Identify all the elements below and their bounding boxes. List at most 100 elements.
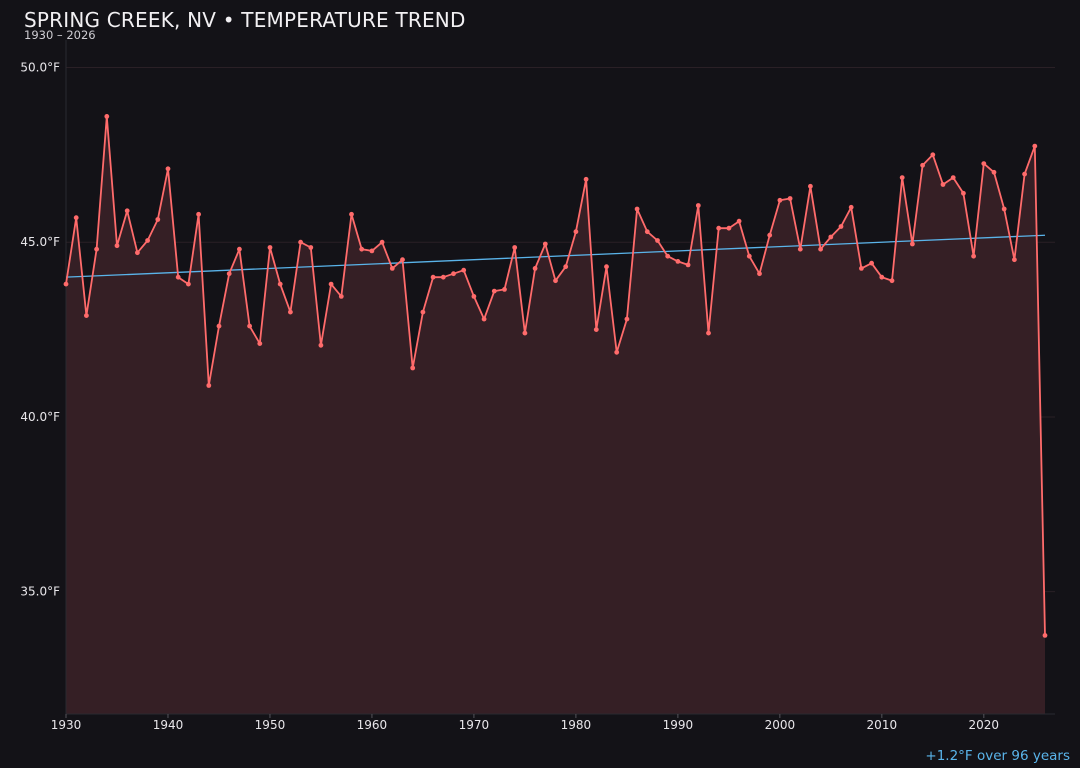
data-point	[971, 253, 976, 259]
data-point	[522, 330, 528, 336]
data-point	[624, 316, 630, 322]
data-point	[267, 245, 273, 250]
data-point	[165, 166, 171, 172]
data-point	[288, 309, 293, 315]
data-point	[1032, 143, 1038, 149]
data-point	[573, 229, 579, 235]
data-point	[1012, 257, 1017, 263]
data-point	[440, 274, 446, 280]
data-point	[196, 211, 202, 217]
x-tick-label: 1930	[51, 718, 82, 732]
data-point	[859, 266, 864, 271]
data-point	[665, 253, 671, 259]
data-point	[899, 175, 905, 181]
data-point	[634, 206, 640, 212]
data-point	[145, 238, 151, 243]
data-point	[604, 264, 609, 270]
x-tick-label: 2020	[969, 718, 1000, 732]
data-point	[563, 264, 569, 270]
data-point	[818, 246, 823, 252]
data-point	[298, 239, 303, 245]
data-point	[420, 309, 426, 315]
y-tick-label: 40.0°F	[20, 410, 60, 424]
axes	[65, 40, 1055, 715]
trend-note: +1.2°F over 96 years	[925, 748, 1070, 764]
data-point	[706, 330, 711, 336]
data-point	[379, 239, 385, 245]
x-tick-label: 2010	[867, 718, 898, 732]
data-point	[451, 271, 456, 277]
y-tick-label: 45.0°F	[20, 235, 60, 249]
y-tick-labels: 35.0°F 40.0°F 45.0°F 50.0°F	[20, 60, 60, 598]
data-point	[736, 218, 742, 224]
series-group	[63, 114, 1048, 638]
y-tick-label: 35.0°F	[20, 585, 60, 599]
data-point	[593, 327, 599, 332]
data-point	[950, 175, 956, 181]
trend-line-group	[65, 234, 1046, 278]
data-point	[746, 253, 752, 259]
data-point	[583, 176, 589, 182]
data-point	[186, 281, 191, 287]
data-point	[695, 203, 701, 208]
x-tick-label: 1990	[663, 718, 694, 732]
data-point	[991, 169, 997, 175]
data-point	[369, 248, 375, 254]
x-tick-label: 1970	[459, 718, 490, 732]
area-fill	[66, 116, 1045, 714]
data-point	[318, 342, 324, 348]
data-point	[1042, 633, 1048, 638]
series-area	[66, 116, 1045, 714]
data-point	[726, 225, 732, 231]
data-point	[63, 281, 69, 287]
data-point	[389, 266, 395, 271]
data-point	[838, 224, 844, 229]
data-point	[430, 274, 436, 280]
x-tick-label: 2000	[765, 718, 796, 732]
data-point	[777, 197, 783, 203]
data-point	[410, 365, 416, 371]
data-point	[910, 241, 915, 247]
data-point	[226, 271, 232, 277]
data-point	[808, 183, 813, 189]
data-point	[930, 152, 936, 158]
x-tick-label: 1980	[561, 718, 592, 732]
data-point	[481, 316, 487, 322]
x-tick-label: 1940	[153, 718, 184, 732]
data-point	[848, 204, 854, 210]
data-point	[277, 281, 283, 287]
data-point	[135, 250, 140, 256]
x-tick-label: 1960	[357, 718, 388, 732]
data-point	[675, 259, 681, 264]
data-point	[349, 211, 354, 217]
data-point	[104, 114, 110, 119]
data-point	[247, 323, 253, 329]
data-point	[889, 278, 895, 284]
data-point	[461, 267, 467, 273]
data-point	[338, 294, 344, 299]
chart-title: SPRING CREEK, NV • TEMPERATURE TREND	[24, 8, 466, 32]
data-point	[216, 323, 222, 329]
data-point	[502, 287, 507, 292]
data-point	[114, 243, 120, 249]
data-point	[94, 246, 99, 252]
data-point	[644, 229, 650, 235]
data-point	[961, 190, 966, 196]
data-point	[175, 274, 181, 280]
data-point	[532, 266, 538, 271]
data-point	[308, 245, 314, 250]
data-point	[767, 232, 773, 238]
data-point	[553, 278, 558, 284]
data-point	[655, 238, 660, 243]
data-point	[328, 281, 334, 287]
data-point	[869, 260, 874, 266]
data-point	[685, 262, 691, 268]
data-point	[257, 341, 263, 346]
data-point	[787, 196, 793, 201]
data-point	[400, 257, 405, 263]
chart-subtitle: 1930 – 2026	[24, 28, 96, 42]
data-point	[491, 288, 497, 294]
data-point	[359, 246, 365, 252]
data-point	[920, 162, 925, 168]
